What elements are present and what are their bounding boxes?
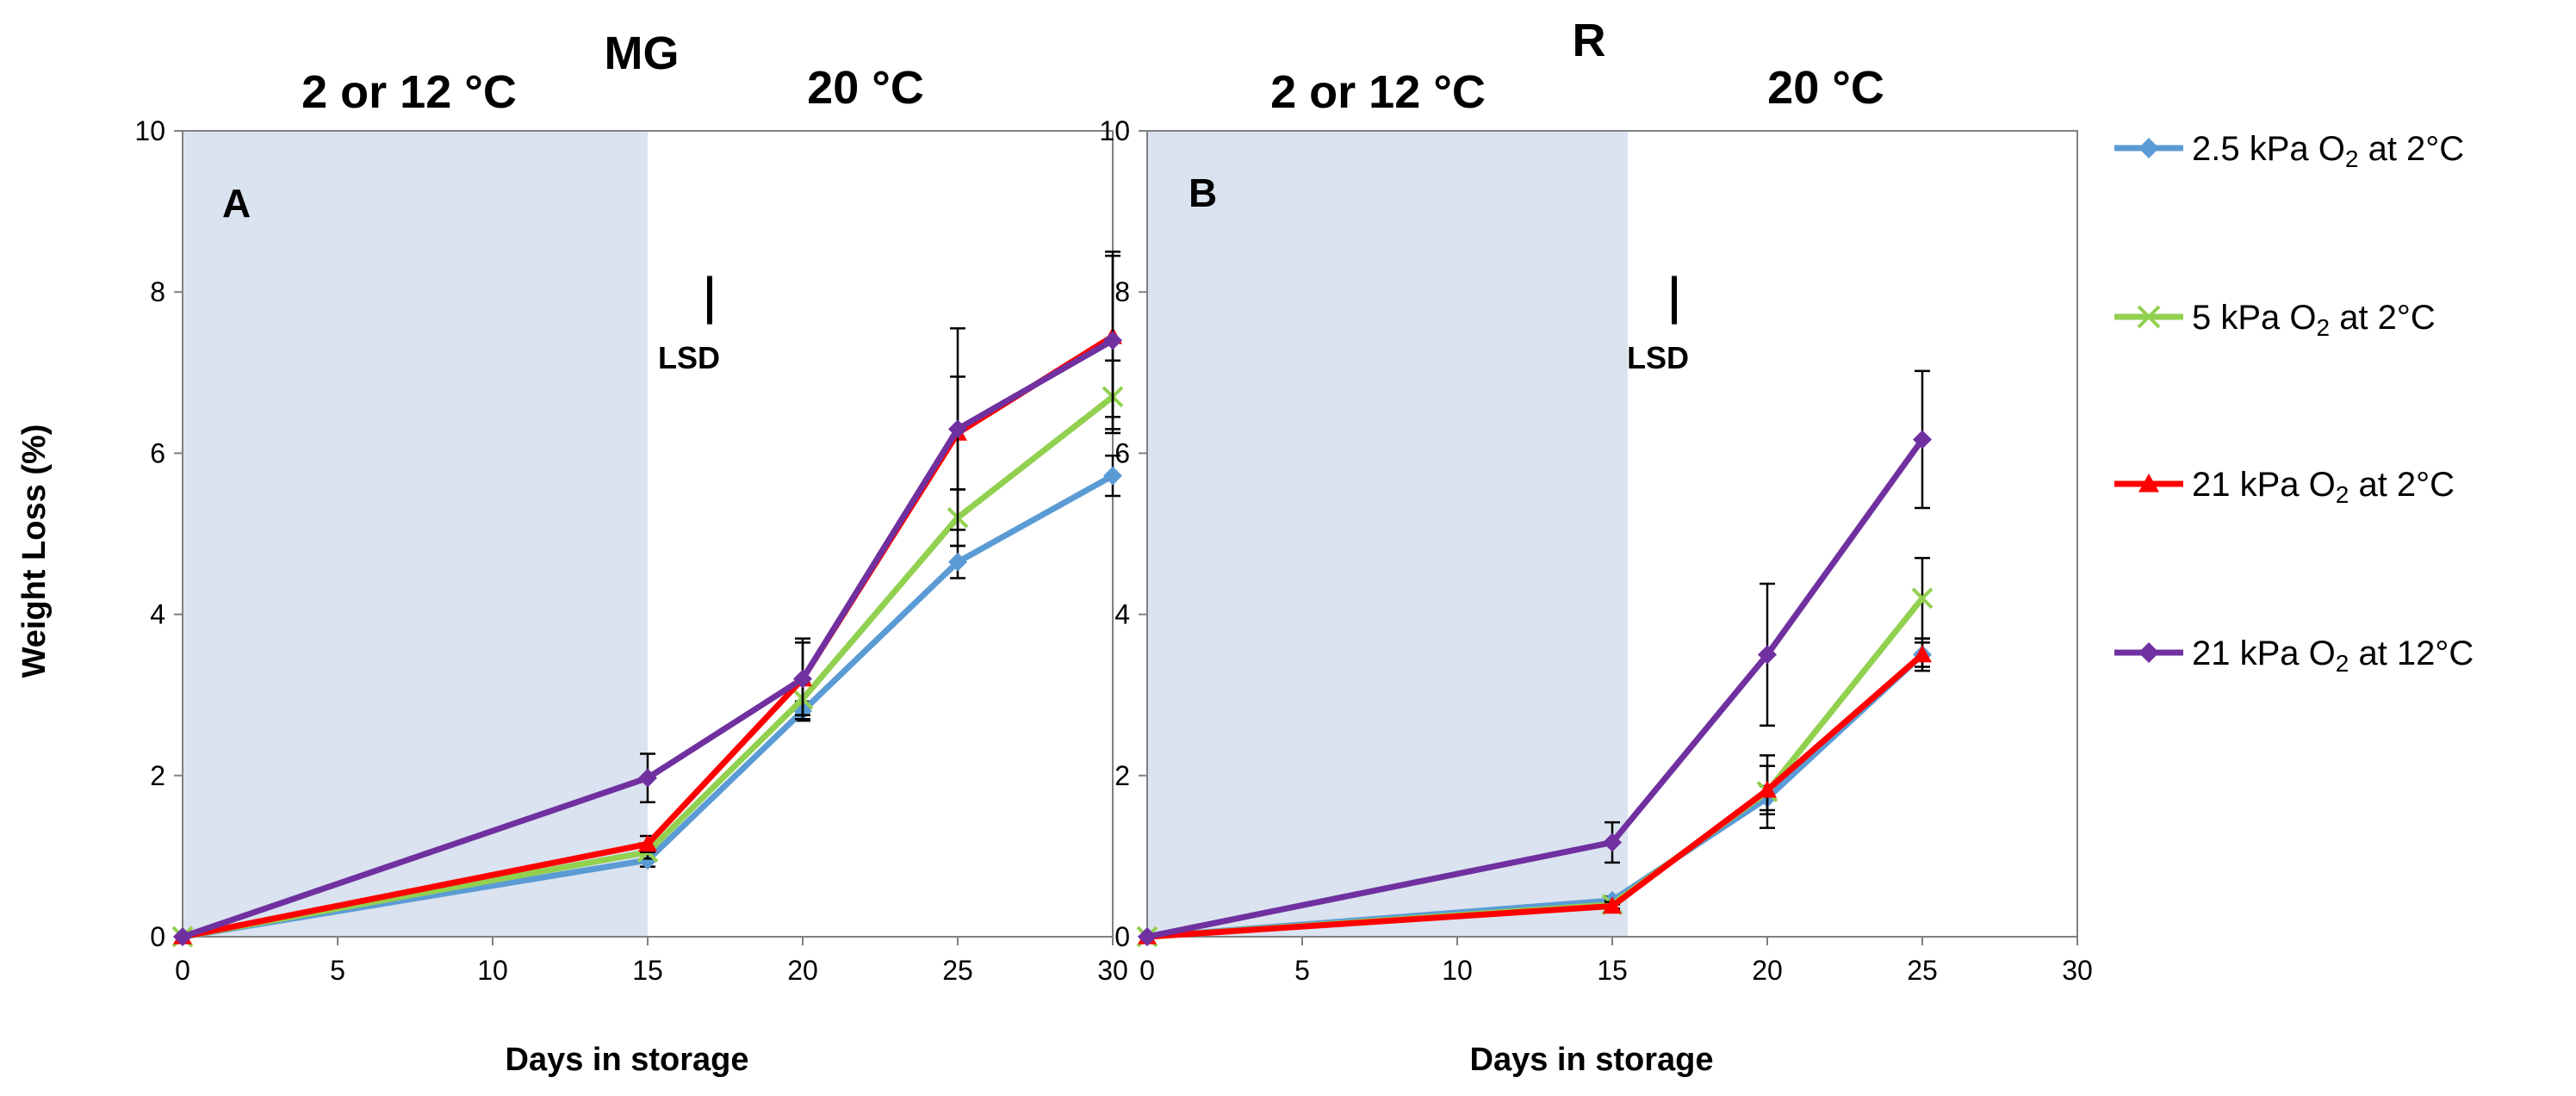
legend-swatch-marker (2138, 474, 2159, 492)
panel-0-x-tick-label: 5 (330, 955, 345, 986)
legend-item: 21 kPa O2 at 12°C (2114, 635, 2474, 677)
panel-1-series-2-point (1758, 780, 1777, 798)
panel-0-series-3-point (793, 669, 812, 689)
panel-0-series-3-point (173, 927, 192, 946)
panel-1-x-tick-label: 5 (1294, 955, 1310, 986)
panel-1-series-3 (1138, 369, 1932, 946)
panel-1-y-tick-label: 2 (1114, 760, 1130, 791)
legend-item: 5 kPa O2 at 2°C (2114, 299, 2436, 341)
panel-1-x-tick-label: 25 (1907, 955, 1938, 986)
panel-1-plot-area: 0 2 4 6 8 10 0 5 10 15 20 25 30 (1099, 115, 2092, 986)
panel-0-y-tick-label: 10 (134, 115, 165, 146)
legend-label: 5 kPa O2 at 2°C (2192, 299, 2436, 341)
panel-0-y-tick-label: 0 (150, 921, 165, 952)
panel-1-y-tick-label: 0 (1114, 921, 1130, 952)
panel-1-series-3-point (1758, 645, 1777, 665)
panel-a-warm-phase-label: 20 °C (807, 62, 924, 114)
panel-0-series-3-point (1103, 331, 1122, 350)
panel-b-warm-phase-label: 20 °C (1767, 62, 1884, 114)
panel-1-x-tick-label: 10 (1442, 955, 1473, 986)
panel-1-cold-phase-band (1147, 131, 1628, 937)
legend-label: 21 kPa O2 at 12°C (2192, 635, 2474, 677)
panel-b: 0 2 4 6 8 10 0 5 10 15 20 25 30 R 2 or 12 °C 20 °C B… (1099, 15, 2092, 1078)
panel-b-letter: B (1189, 170, 1217, 215)
panel-0-series-0-point (1103, 466, 1122, 486)
panel-0-y-tick-label: 4 (150, 599, 165, 630)
panel-1-series-1-point (1911, 587, 1934, 610)
panel-0-series-3-point (638, 768, 657, 788)
panel-0-x-tick-label: 10 (477, 955, 508, 986)
y-axis-title: Weight Loss (%) (16, 424, 53, 678)
panel-0-x-tick-label: 25 (942, 955, 973, 986)
panel-a-lsd-label: LSD (658, 340, 720, 375)
panel-0-x-tick-label: 30 (1097, 955, 1128, 986)
panel-1-series-3-point (1138, 927, 1157, 946)
panel-b-lsd-label: LSD (1627, 340, 1689, 375)
panel-b-title: R (1573, 15, 1606, 66)
panel-0-cold-phase-band (183, 131, 648, 937)
panel-0-y-tick-label: 8 (150, 276, 165, 307)
panel-0-series-3-point (948, 419, 967, 439)
panel-1-x-tick-label: 20 (1752, 955, 1783, 986)
panel-a-cold-phase-label: 2 or 12 °C (301, 66, 517, 118)
panel-1-x-tick-label: 15 (1597, 955, 1628, 986)
legend-label: 21 kPa O2 at 2°C (2192, 466, 2455, 508)
panel-a-letter: A (222, 181, 251, 226)
panel-0-series-2-point (638, 834, 657, 852)
panel-1-y-tick-label: 8 (1114, 276, 1130, 307)
panel-1-y-tick-label: 4 (1114, 599, 1130, 630)
panel-1-series-2-point (1913, 645, 1932, 663)
panel-a-x-axis-title: Days in storage (506, 1042, 749, 1078)
panel-1-x-tick-label: 0 (1139, 955, 1155, 986)
panel-0-x-tick-label: 15 (632, 955, 663, 986)
panel-1-series-3-point (1913, 430, 1932, 449)
legend-label: 2.5 kPa O2 at 2°C (2192, 130, 2464, 172)
panel-0-series-0-point (948, 552, 967, 572)
panel-1-x-tick-label: 30 (2062, 955, 2093, 986)
legend-item: 21 kPa O2 at 2°C (2114, 466, 2455, 508)
panel-0-y-tick-label: 6 (150, 437, 165, 468)
panel-0-series-3 (173, 251, 1122, 946)
legend-item: 2.5 kPa O2 at 2°C (2114, 130, 2464, 172)
panel-1-series-2-point (1603, 896, 1622, 914)
panel-1-series-3-line (1146, 437, 1925, 940)
panel-b-x-axis-title: Days in storage (1470, 1042, 1714, 1078)
legend-swatch-marker (2137, 305, 2161, 329)
legend: 2.5 kPa O2 at 2°C 5 kPa O2 at 2°C 21 kPa O… (2114, 130, 2474, 677)
panel-1-series-2-line (1146, 652, 1925, 940)
panel-1-y-tick-label: 6 (1114, 437, 1130, 468)
panel-b-cold-phase-label: 2 or 12 °C (1270, 66, 1486, 118)
legend-swatch-marker (2138, 138, 2159, 158)
panel-a-title: MG (605, 28, 680, 79)
panel-1-y-tick-label: 10 (1099, 115, 1130, 146)
legend-swatch-marker (2138, 642, 2159, 663)
panel-0-x-tick-label: 0 (175, 955, 190, 986)
panel-1-series-3-point (1603, 833, 1622, 852)
panel-0-y-tick-label: 2 (150, 760, 165, 791)
panel-0-x-tick-label: 20 (787, 955, 818, 986)
